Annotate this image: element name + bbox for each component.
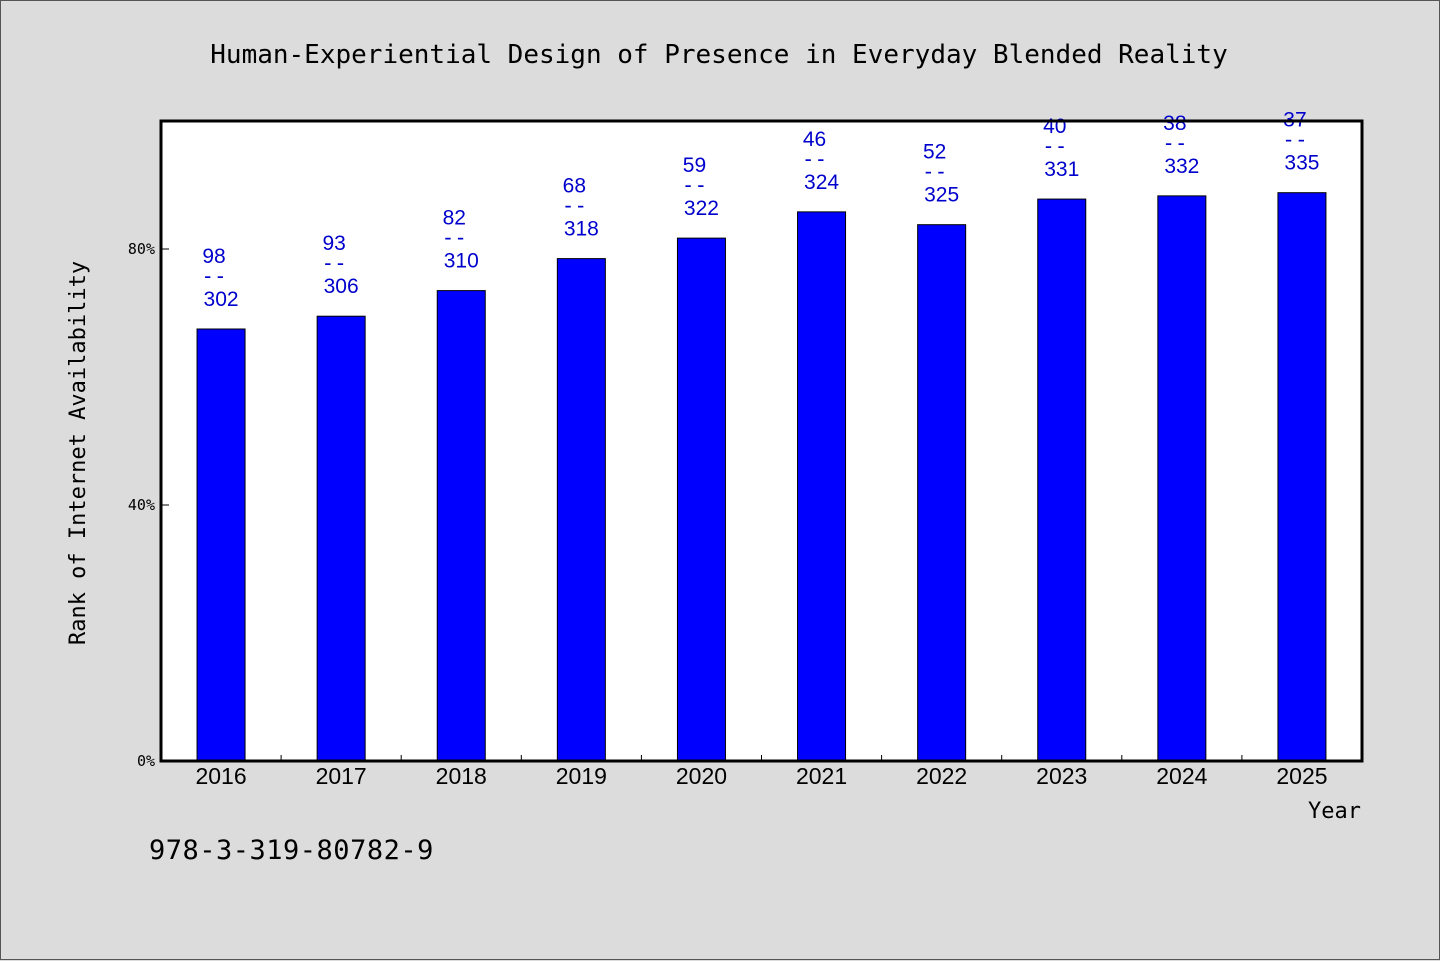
x-tick-label: 2023 <box>1036 763 1087 789</box>
bar-label-separator: -- <box>201 264 226 288</box>
bar-rank-label: 38 <box>1163 112 1186 135</box>
bar-value-label: 302 <box>204 288 239 311</box>
isbn-label: 978-3-319-80782-9 <box>149 835 434 866</box>
bar-value-label: 310 <box>444 250 479 273</box>
x-tick-label: 2024 <box>1156 763 1207 789</box>
y-tick-label: 80% <box>128 240 155 258</box>
bar-label-separator: -- <box>562 194 587 218</box>
bar-rank-label: 59 <box>683 154 706 177</box>
y-tick-label: 0% <box>137 752 155 770</box>
x-tick-label: 2022 <box>916 763 967 789</box>
bar-label-separator: -- <box>1162 131 1187 155</box>
bar-label-separator: -- <box>922 160 947 184</box>
bar-rank-label: 98 <box>202 245 225 268</box>
bar-2017 <box>316 315 366 762</box>
y-axis-label: Rank of Internet Availability <box>66 261 91 645</box>
x-tick-label: 2016 <box>195 763 246 789</box>
bar-label-separator: -- <box>682 173 707 197</box>
x-tick-label: 2018 <box>436 763 487 789</box>
bar-label-separator: -- <box>1282 128 1307 152</box>
x-tick-label: 2019 <box>556 763 607 789</box>
bar-label-separator: -- <box>442 226 467 250</box>
x-tick-label: 2020 <box>676 763 727 789</box>
bar-value-label: 322 <box>684 197 719 220</box>
bar-2021 <box>797 211 847 762</box>
x-tick-label: 2017 <box>316 763 367 789</box>
bar-2020 <box>676 237 726 762</box>
bar-2025 <box>1277 192 1327 762</box>
bar-value-label: 335 <box>1284 152 1319 175</box>
x-axis-label: Year <box>1308 799 1361 824</box>
x-tick-label: 2021 <box>796 763 847 789</box>
bar-rank-label: 46 <box>803 128 826 151</box>
bar-value-label: 306 <box>324 275 359 298</box>
bar-value-label: 325 <box>924 184 959 207</box>
bar-rank-label: 82 <box>443 207 466 230</box>
bar-2024 <box>1157 195 1207 762</box>
bar-label-separator: -- <box>1042 134 1067 158</box>
y-tick-label: 40% <box>128 496 155 514</box>
bar-value-label: 324 <box>804 171 839 194</box>
chart-title: Human-Experiential Design of Presence in… <box>210 40 1227 70</box>
bar-2019 <box>556 258 606 762</box>
bar-2016 <box>196 328 246 762</box>
bar-2018 <box>436 290 486 762</box>
x-tick-label: 2025 <box>1276 763 1327 789</box>
bar-2023 <box>1037 198 1087 762</box>
bar-2022 <box>917 224 967 762</box>
bar-rank-label: 68 <box>563 175 586 198</box>
bar-value-label: 331 <box>1044 158 1079 181</box>
bar-label-separator: -- <box>802 147 827 171</box>
bar-value-label: 332 <box>1164 155 1199 178</box>
bar-value-label: 318 <box>564 218 599 241</box>
bar-label-separator: -- <box>322 251 347 275</box>
bar-rank-label: 93 <box>322 232 345 255</box>
bar-rank-label: 52 <box>923 141 946 164</box>
